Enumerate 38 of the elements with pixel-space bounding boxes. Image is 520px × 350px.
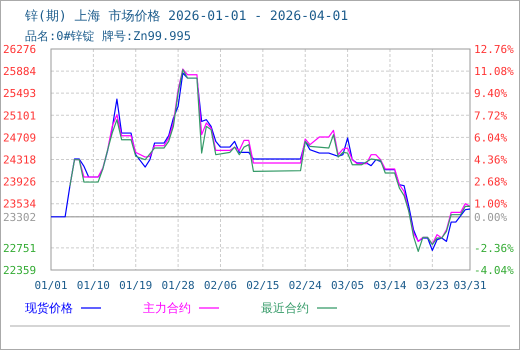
y2-tick-label: 9.40% (474, 87, 508, 100)
y2-tick-label: -2.36% (474, 242, 514, 255)
x-tick-label: 03/05 (331, 279, 364, 292)
x-tick-label: 03/23 (416, 279, 449, 292)
y2-tick-label: 12.76% (474, 43, 514, 56)
y-tick-label: 25101 (3, 109, 36, 122)
x-tick-label: 01/10 (76, 279, 110, 292)
x-tick-label: 02/15 (246, 279, 280, 292)
y-tick-label: 23302 (3, 210, 36, 224)
x-tick-label: 03/14 (373, 279, 407, 292)
x-tick-label: 01/01 (34, 279, 68, 292)
y-tick-label: 24709 (3, 131, 36, 144)
y-tick-label: 23534 (3, 198, 36, 211)
y2-tick-label: 6.04% (474, 131, 508, 144)
y2-tick-label: 7.72% (474, 109, 508, 122)
y2-tick-label: 0.00% (474, 210, 508, 224)
legend-label: 现货价格 (25, 301, 73, 315)
legend-label: 主力合约 (143, 301, 191, 315)
y2-tick-label: 1.00% (474, 198, 508, 211)
y2-tick-label: -4.04% (474, 264, 514, 277)
y-tick-label: 23926 (3, 176, 36, 189)
y-tick-label: 22359 (3, 264, 36, 277)
y2-tick-label: 2.68% (474, 176, 508, 189)
chart-title: 锌(期) 上海 市场价格 2026-01-01 - 2026-04-01 (24, 9, 348, 24)
x-tick-label: 02/06 (204, 279, 238, 292)
chart-subtitle: 品名:0#锌锭 牌号:Zn99.995 (25, 29, 191, 43)
y-tick-label: 25884 (3, 65, 36, 78)
x-tick-label: 01/28 (162, 279, 195, 292)
legend-label: 最近合约 (261, 301, 309, 315)
y2-tick-label: 4.36% (474, 154, 508, 166)
y-tick-label: 22751 (3, 242, 36, 255)
y2-tick-label: 11.08% (474, 65, 514, 78)
x-tick-label: 03/31 (453, 279, 487, 292)
y-tick-label: 26276 (3, 43, 36, 56)
x-tick-label: 02/24 (288, 279, 322, 292)
y-tick-label: 25493 (3, 87, 36, 100)
x-tick-label: 01/19 (119, 279, 152, 292)
y-tick-label: 24318 (3, 153, 36, 166)
